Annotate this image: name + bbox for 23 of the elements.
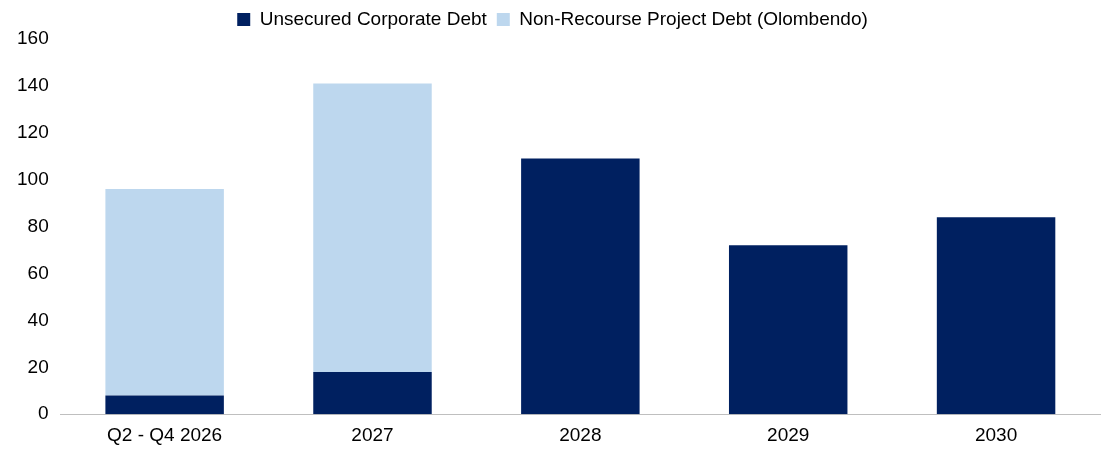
bar: [105, 395, 224, 415]
y-tick-label: 140: [17, 74, 49, 96]
bar: [313, 83, 432, 372]
x-tick-label: 2027: [351, 423, 394, 445]
y-tick-label: 20: [27, 355, 49, 377]
y-tick-label: 80: [27, 214, 49, 236]
y-tick-label: 60: [27, 261, 49, 283]
legend-label: Unsecured Corporate Debt: [259, 7, 488, 29]
bar: [521, 158, 640, 415]
legend-label: Non-Recourse Project Debt (Olombendo): [519, 7, 868, 29]
bar: [728, 245, 848, 415]
x-tick-label: 2028: [559, 423, 602, 445]
x-tick-label: Q2 - Q4 2026: [107, 423, 223, 445]
x-tick-label: 2030: [974, 423, 1018, 445]
y-tick-label: 160: [17, 27, 49, 49]
bar: [936, 217, 1056, 415]
y-tick-label: 100: [17, 167, 49, 189]
y-tick-label: 0: [38, 402, 49, 424]
x-tick-label: 2029: [767, 423, 810, 445]
bar: [313, 371, 432, 415]
bar: [105, 189, 224, 396]
y-tick-label: 40: [27, 308, 49, 330]
y-tick-label: 120: [17, 121, 49, 143]
